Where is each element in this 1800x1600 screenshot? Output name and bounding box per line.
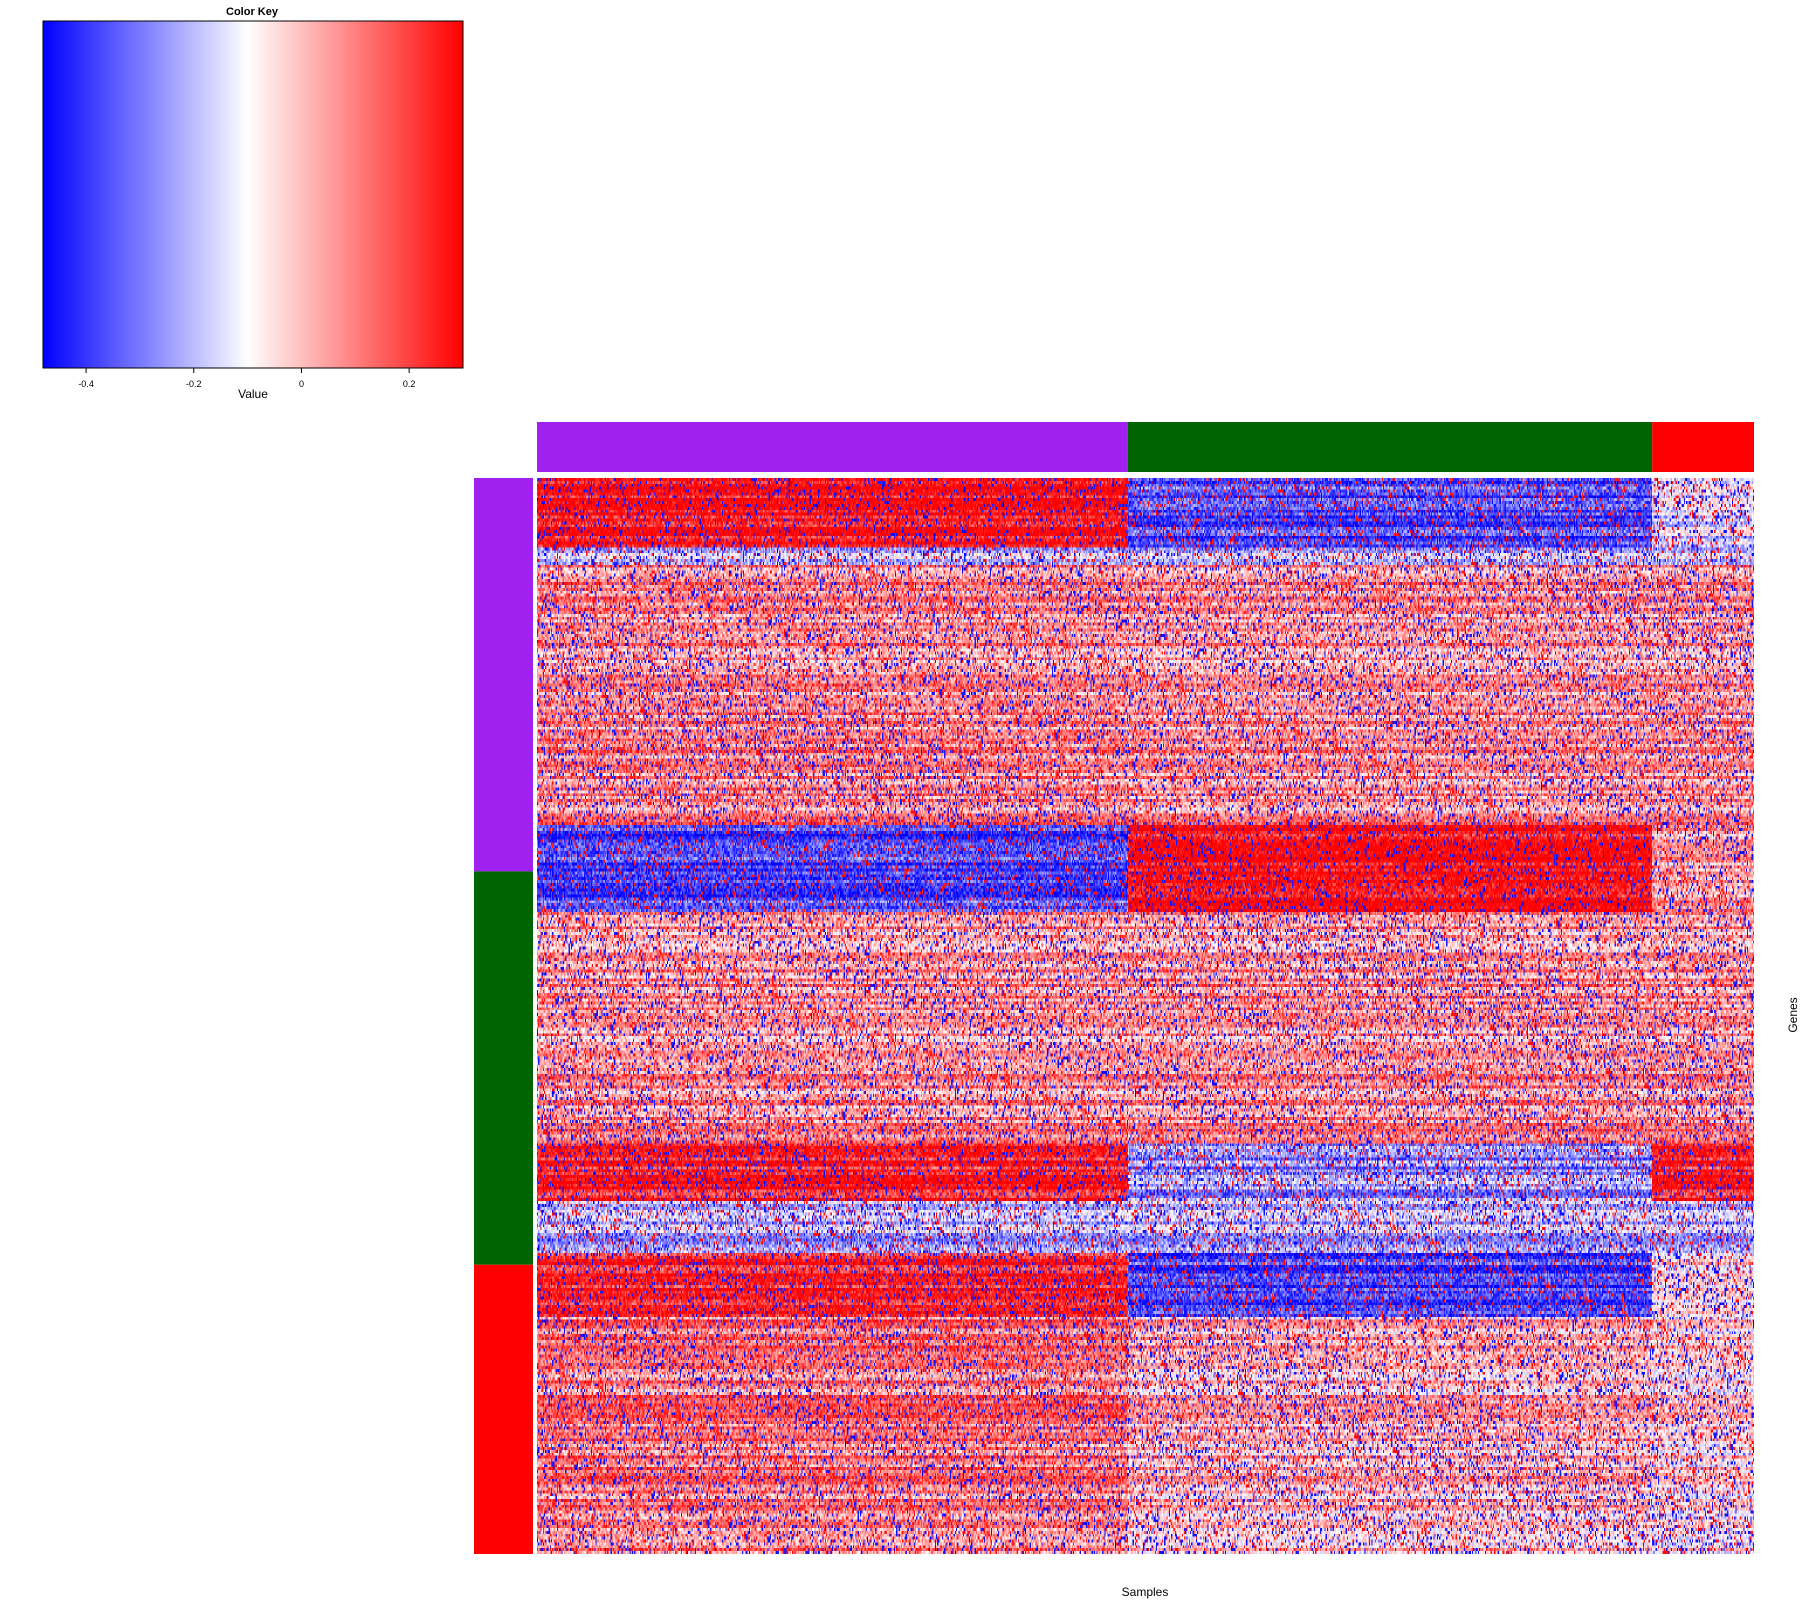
color-key-tick-label: -0.4: [78, 379, 94, 389]
column-side-color-group-1: [537, 422, 1128, 472]
x-axis-label: Samples: [1122, 1585, 1169, 1599]
heatmap-cells: [537, 478, 1754, 1554]
row-side-color-group-2: [474, 871, 533, 1265]
row-side-colors: [474, 478, 533, 1554]
color-key: Color Key -0.4 -0.2 0 0.2 Value: [42, 6, 464, 401]
column-side-colors: [537, 422, 1754, 472]
color-key-tick-label: 0.2: [403, 379, 416, 389]
color-key-tick-label: -0.2: [186, 379, 202, 389]
row-side-color-group-3: [474, 1264, 533, 1554]
heatmap-body: [537, 478, 1754, 1554]
color-key-bar: [42, 20, 464, 369]
color-key-title: Color Key: [226, 6, 279, 18]
color-key-tick-label: 0: [299, 379, 304, 389]
color-key-ticks: -0.4 -0.2 0 0.2: [78, 368, 415, 389]
color-key-xlabel: Value: [238, 387, 268, 401]
column-side-color-group-2: [1127, 422, 1653, 472]
column-side-color-group-3: [1652, 422, 1754, 472]
y-axis-label: Genes: [1786, 997, 1800, 1032]
row-side-color-group-1: [474, 478, 533, 872]
